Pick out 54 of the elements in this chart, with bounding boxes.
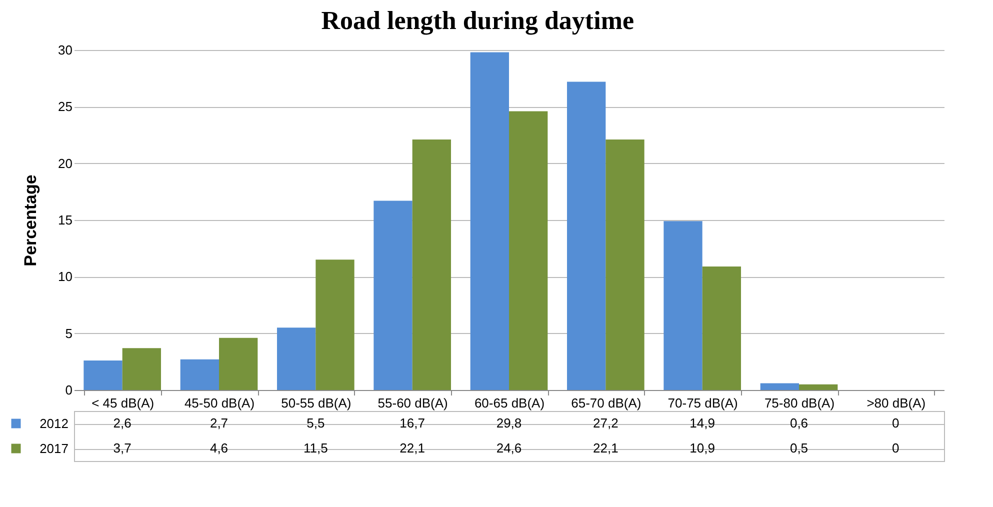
x-tick-label: 65-70 dB(A) — [571, 396, 642, 410]
bar — [84, 360, 122, 390]
bar — [664, 221, 702, 390]
bar — [509, 111, 548, 390]
data-label: 4,6 — [210, 440, 228, 456]
x-tick-label: 70-75 dB(A) — [668, 396, 738, 410]
y-tick-label: 0 — [65, 382, 72, 398]
data-label: 2,6 — [113, 416, 132, 430]
data-label: 0 — [892, 416, 900, 430]
x-tick-label: 45-50 dB(A) — [184, 396, 255, 410]
y-tick-label: 30 — [58, 42, 72, 58]
bar — [277, 328, 316, 390]
data-label: 24,6 — [496, 440, 522, 456]
data-label: 10,9 — [690, 440, 715, 456]
y-tick-label: 20 — [58, 156, 72, 171]
legend-label: 2012 — [40, 416, 68, 431]
x-tick-label: 75-80 dB(A) — [764, 396, 835, 410]
bar — [702, 266, 741, 390]
bar — [412, 140, 451, 390]
data-label: 0,6 — [790, 416, 808, 430]
x-tick-label: 55-60 dB(A) — [378, 396, 448, 410]
y-tick-label: 25 — [58, 99, 72, 114]
y-tick-label: 5 — [65, 326, 72, 341]
chart-title: Road length during daytime — [321, 6, 634, 35]
x-tick-label: >80 dB(A) — [866, 396, 926, 410]
bar — [316, 260, 354, 390]
data-label: 11,5 — [303, 440, 328, 456]
y-tick-label: 10 — [58, 269, 72, 284]
data-label: 2,7 — [210, 416, 228, 430]
data-label: 14,9 — [690, 416, 715, 430]
data-label: 5,5 — [306, 416, 325, 430]
bar — [374, 200, 412, 390]
bar — [799, 384, 838, 390]
data-label: 16,7 — [400, 416, 425, 430]
bar — [760, 383, 799, 390]
data-label: 0,5 — [790, 440, 808, 456]
data-label: 22,1 — [400, 440, 425, 456]
legend-label: 2017 — [40, 441, 68, 456]
x-tick-label: 60-65 dB(A) — [474, 396, 545, 410]
data-label: 0 — [892, 440, 900, 456]
x-tick-label: < 45 dB(A) — [92, 396, 154, 410]
data-label: 29,8 — [496, 416, 522, 430]
data-label: 22,1 — [593, 440, 618, 456]
bar — [606, 140, 644, 390]
bar — [567, 82, 606, 390]
bar — [219, 338, 258, 390]
x-tick-label: 50-55 dB(A) — [281, 396, 352, 410]
data-label: 27,2 — [593, 416, 618, 430]
y-axis-title: Percentage — [21, 174, 40, 266]
bar — [122, 348, 161, 390]
y-tick-label: 15 — [58, 212, 72, 228]
bar — [470, 52, 509, 390]
bar — [180, 359, 219, 390]
data-label: 3,7 — [113, 440, 132, 456]
